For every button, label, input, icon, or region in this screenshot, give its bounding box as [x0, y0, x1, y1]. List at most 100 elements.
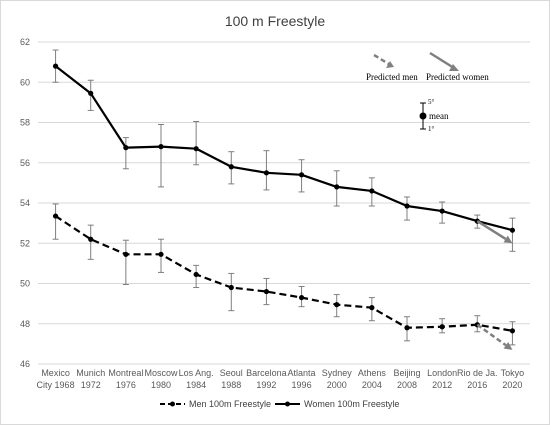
x-tick-label-13: Tokyo 2020 [501, 368, 525, 390]
y-tick-label-50: 50 [20, 279, 30, 289]
y-tick-label-48: 48 [20, 319, 30, 329]
y-tick-label-56: 56 [20, 158, 30, 168]
key-upper-label: 5° [428, 98, 435, 106]
x-tick-label-line: 1988 [221, 380, 241, 390]
x-tick-label-line: Tokyo [501, 368, 525, 378]
y-tick-label-60: 60 [20, 77, 30, 87]
y-tick-label-54: 54 [20, 198, 30, 208]
men-point-4 [193, 271, 199, 278]
predicted-men-key-arrowhead [386, 61, 394, 68]
y-axis-ticks: 46 48 50 52 54 56 58 60 62 [20, 37, 30, 369]
x-tick-label-line: 2000 [327, 380, 347, 390]
x-tick-label-11: London 2012 [427, 368, 457, 390]
series-lines [54, 65, 513, 332]
error-bars [52, 49, 516, 346]
key-lower-label: 1° [428, 125, 435, 133]
prediction-arrows [476, 220, 513, 350]
predicted-women-label: Predicted women [426, 72, 489, 82]
women-point-4 [193, 146, 199, 152]
x-tick-label-4: Los Ang. 1984 [179, 368, 214, 390]
men-series-line [54, 215, 513, 332]
men-point-0 [52, 213, 59, 219]
x-tick-label-line: 1980 [151, 380, 171, 390]
women-point-3 [158, 144, 164, 150]
x-tick-label-3: Moscow 1980 [144, 368, 178, 390]
y-tick-label-62: 62 [20, 37, 30, 47]
x-tick-label-line: Atlanta [288, 368, 316, 378]
x-tick-label-line: 1984 [186, 380, 206, 390]
y-tick-label-52: 52 [20, 238, 30, 248]
legend-women-marker [285, 401, 290, 407]
men-point-7 [298, 294, 305, 301]
men-point-3 [158, 251, 164, 257]
men-point-5 [228, 284, 234, 291]
predicted-men-arrow [476, 323, 507, 347]
x-tick-label-line: 1996 [292, 380, 312, 390]
x-tick-label-line: 1972 [81, 380, 101, 390]
women-point-7 [298, 172, 305, 178]
x-tick-label-line: Seoul [220, 368, 243, 378]
predicted-men-arrowhead [503, 342, 513, 350]
y-tick-label-46: 46 [20, 359, 30, 369]
legend-men-label: Men 100m Freestyle [189, 399, 271, 409]
x-tick-label-line: Montreal [108, 368, 143, 378]
x-tick-label-line: Athens [358, 368, 387, 378]
x-tick-label-line: London [427, 368, 457, 378]
women-point-9 [369, 188, 375, 194]
women-point-10 [404, 203, 410, 209]
x-tick-label-7: Atlanta 1996 [288, 368, 316, 390]
women-point-8 [334, 184, 340, 190]
legend: Men 100m Freestyle Women 100m Freestyle [160, 399, 399, 409]
legend-women-label: Women 100m Freestyle [304, 399, 399, 409]
annotation-key: Predicted men Predicted women 5° mean 1° [366, 51, 489, 133]
x-tick-label-line: Los Ang. [179, 368, 214, 378]
women-point-2 [123, 145, 129, 151]
predicted-women-key-arrow [429, 51, 455, 70]
women-series-line [54, 65, 513, 232]
men-point-11 [439, 324, 445, 330]
x-tick-label-line: Rio de Ja. [457, 368, 498, 378]
key-mean-label: mean [429, 111, 449, 121]
x-tick-label-10: Beijing 2008 [393, 368, 420, 390]
men-point-10 [404, 325, 410, 331]
x-tick-label-8: Sydney 2000 [322, 368, 353, 390]
x-tick-label-line: 2016 [467, 380, 487, 390]
predicted-women-arrow [476, 220, 507, 241]
x-tick-label-line: 2012 [432, 380, 452, 390]
x-tick-label-line: Munich [76, 368, 105, 378]
women-point-11 [439, 208, 445, 214]
x-tick-label-line: 1992 [256, 380, 276, 390]
women-point-1 [88, 90, 94, 96]
key-mean-dot [419, 112, 427, 120]
x-tick-label-0: Mexico City 1968 [37, 368, 75, 390]
x-tick-label-line: 2020 [502, 380, 522, 390]
men-point-6 [263, 288, 270, 295]
x-tick-label-line: Moscow [144, 368, 178, 378]
x-tick-label-line: Beijing [393, 368, 420, 378]
x-tick-label-9: Athens 2004 [358, 368, 387, 390]
y-tick-label-58: 58 [20, 118, 30, 128]
x-tick-label-12: Rio de Ja. 2016 [457, 368, 498, 390]
chart-title: 100 m Freestyle [225, 13, 326, 29]
x-tick-label-line: 2008 [397, 380, 417, 390]
women-point-13 [509, 227, 516, 233]
x-tick-label-6: Barcelona 1992 [246, 368, 287, 390]
series-points [52, 63, 516, 334]
women-point-6 [263, 170, 270, 176]
women-point-0 [52, 63, 59, 69]
predicted-men-label: Predicted men [366, 72, 418, 82]
x-tick-label-line: 2004 [362, 380, 382, 390]
x-tick-label-line: Sydney [322, 368, 353, 378]
x-tick-label-line: Barcelona [246, 368, 287, 378]
men-point-9 [369, 305, 375, 311]
men-point-2 [123, 251, 129, 257]
x-tick-label-5: Seoul 1988 [220, 368, 243, 390]
men-point-1 [88, 236, 94, 242]
gridlines [38, 41, 530, 365]
x-tick-label-1: Munich 1972 [76, 368, 105, 390]
men-point-13 [509, 328, 516, 334]
x-tick-label-2: Montreal 1976 [108, 368, 143, 390]
x-tick-label-line: Mexico [41, 368, 70, 378]
